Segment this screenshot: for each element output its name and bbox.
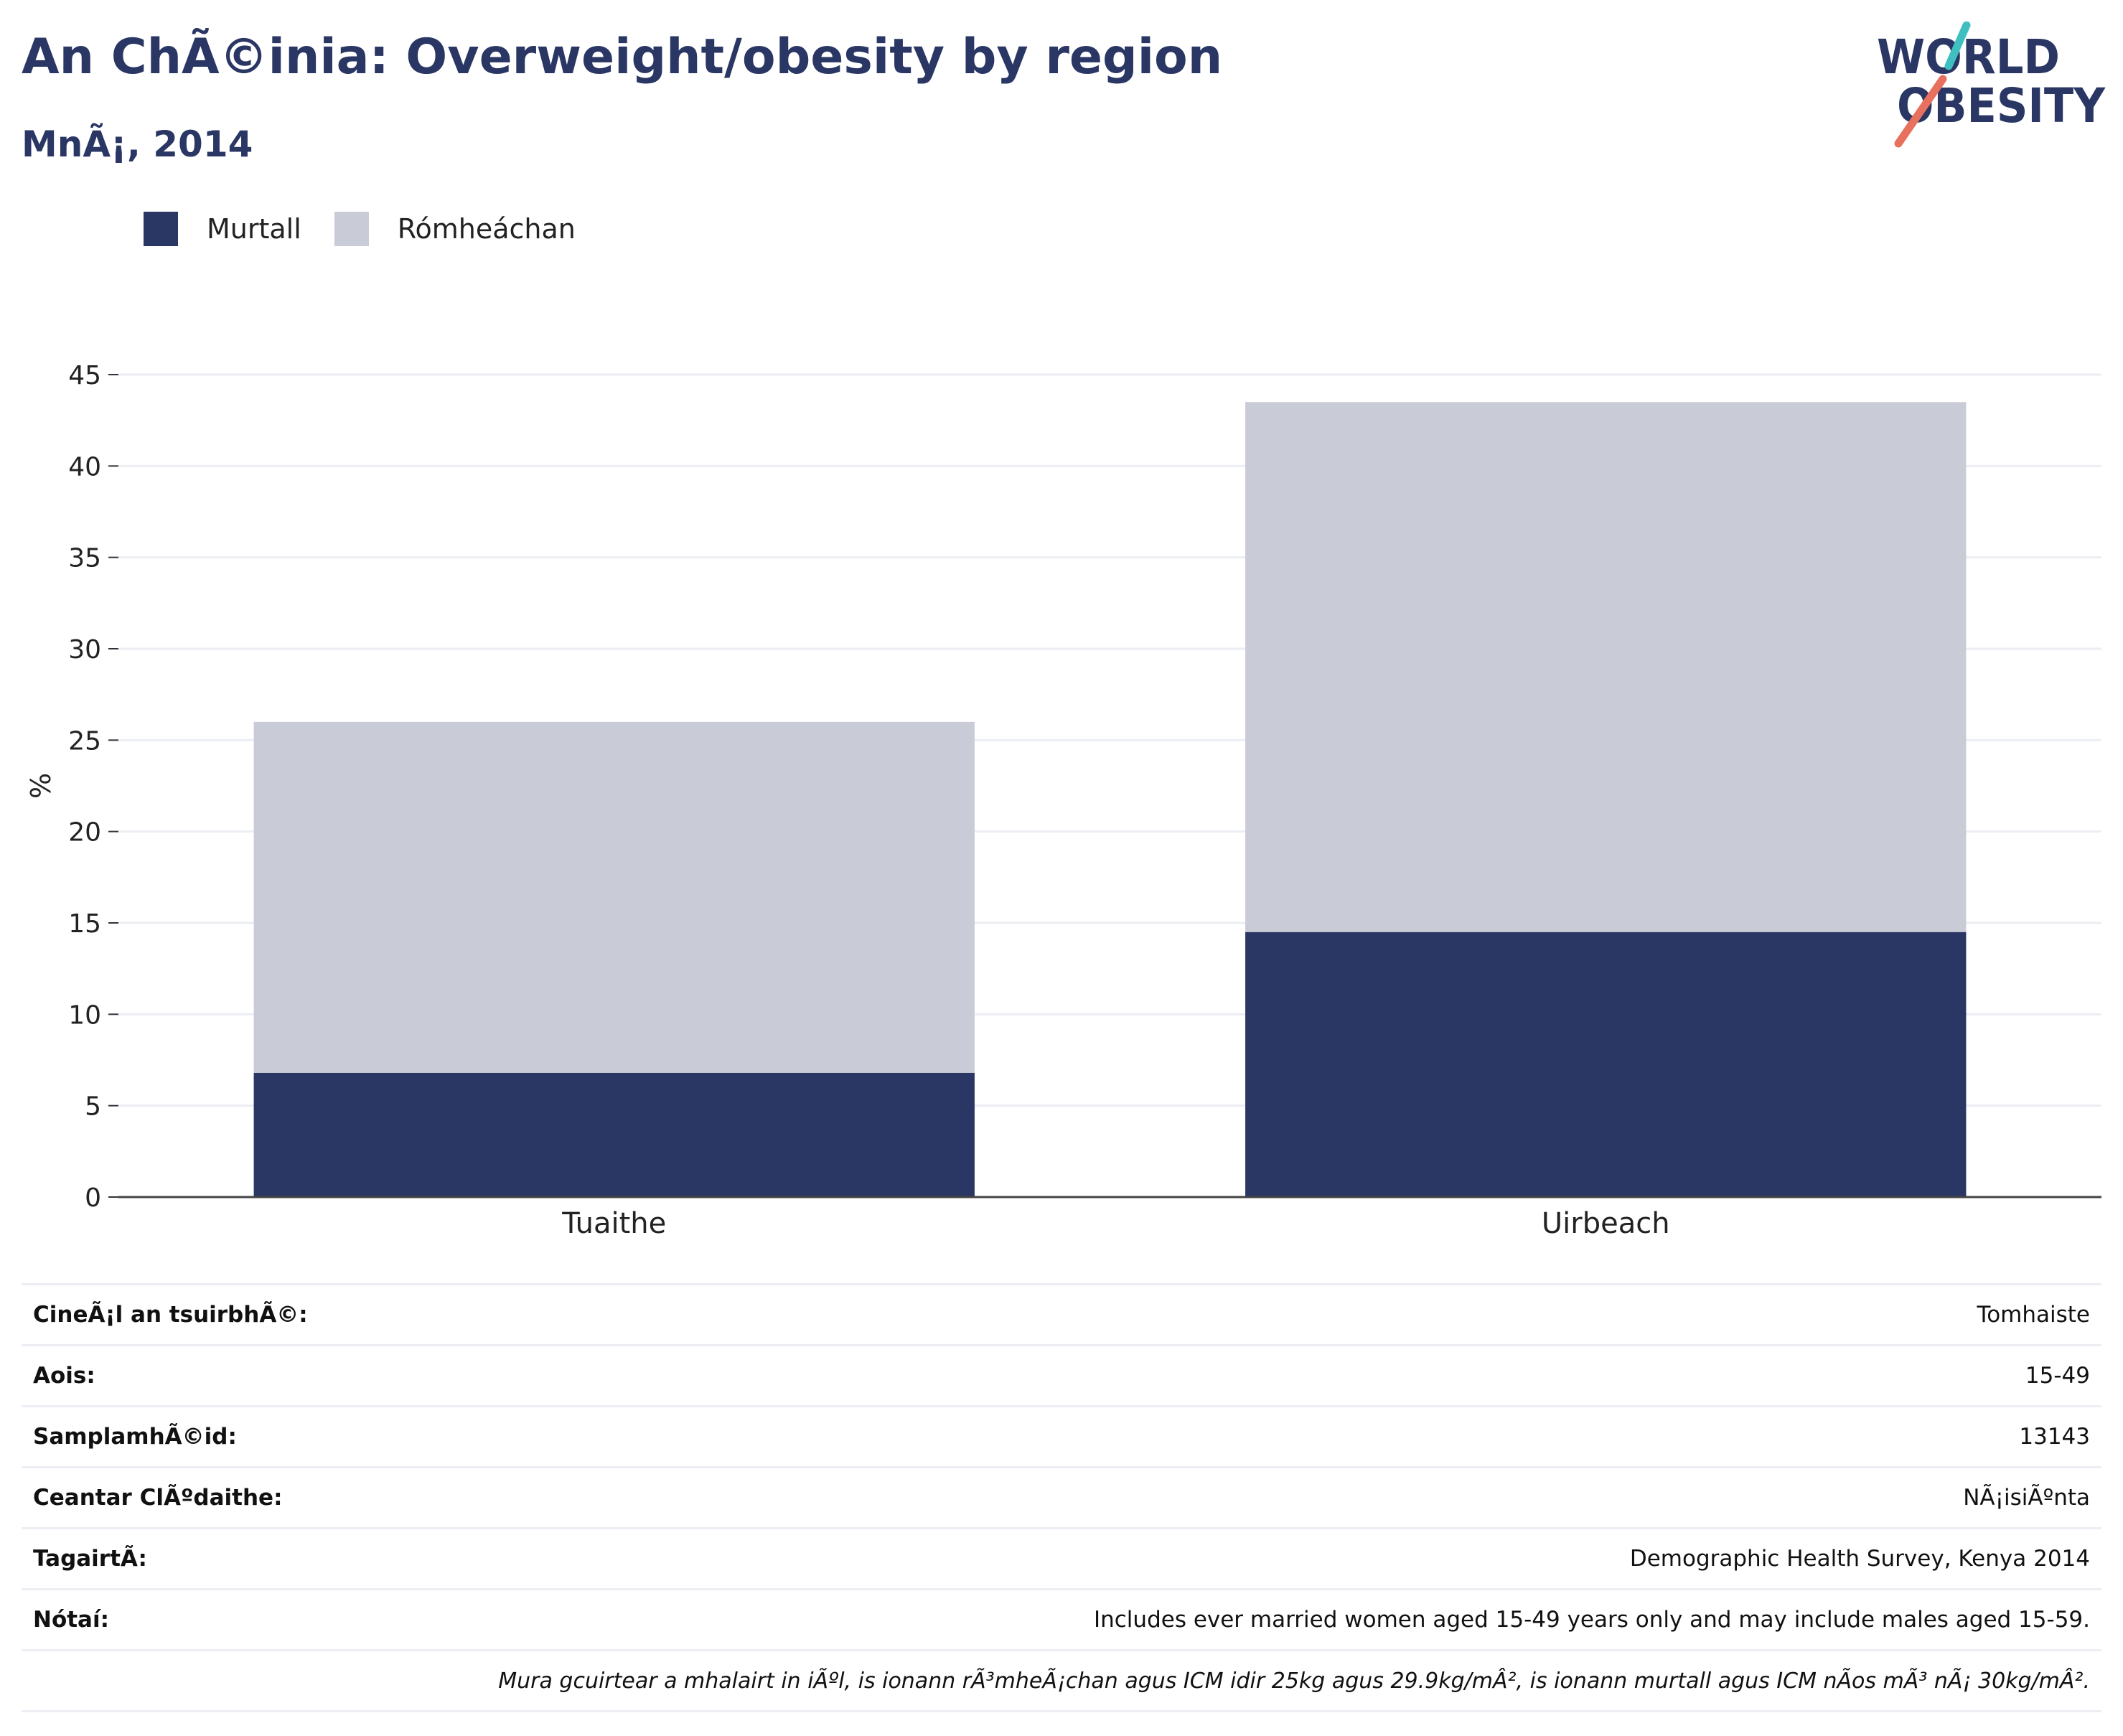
y-tick-label: 30 xyxy=(68,635,101,665)
y-tick-label: 0 xyxy=(85,1183,101,1213)
info-value: 13143 xyxy=(2019,1424,2090,1450)
legend-label-obese: Murtall xyxy=(207,213,301,245)
bar-segment-overweight xyxy=(1245,402,1967,932)
legend-swatch-overweight xyxy=(334,212,369,246)
y-tick-label: 15 xyxy=(68,909,101,939)
info-row-footnote: Mura gcuirtear a mhalairt in iÃºl, is io… xyxy=(22,1649,2101,1712)
info-label: SamplamhÃ©id: xyxy=(33,1424,237,1450)
logo-slash-bottom xyxy=(1894,75,1947,148)
chart-title: An ChÃ©inia: Overweight/obesity by regio… xyxy=(22,29,1223,85)
legend-item-overweight[interactable]: Rómheáchan xyxy=(334,212,576,246)
y-tick-label: 35 xyxy=(68,544,101,573)
y-tick-label: 10 xyxy=(68,1000,101,1030)
info-value: Demographic Health Survey, Kenya 2014 xyxy=(1629,1546,2090,1572)
y-tick-label: 40 xyxy=(68,452,101,482)
logo-line-obesity: OBESITY xyxy=(1897,78,2106,133)
world-obesity-logo: WORLD OBESITY xyxy=(1877,22,2106,148)
info-label: Aois: xyxy=(33,1363,95,1389)
y-tick-label: 45 xyxy=(68,361,101,390)
survey-info-table: CineÃ¡l an tsuirbhÃ©: Tomhaiste Aois: 15… xyxy=(22,1283,2101,1712)
chart-subtitle: MnÃ¡, 2014 xyxy=(22,123,253,165)
info-row-reference: TagairtÃ: Demographic Health Survey, Ken… xyxy=(22,1527,2101,1588)
y-axis-label: % xyxy=(25,773,57,799)
info-row-area-covered: Ceantar ClÃºdaithe: NÃ¡isiÃºnta xyxy=(22,1466,2101,1527)
bar-segment-overweight xyxy=(253,721,975,1073)
logo-slash-top xyxy=(1944,22,1971,70)
info-label: CineÃ¡l an tsuirbhÃ©: xyxy=(33,1302,308,1328)
info-row-age: Aois: 15-49 xyxy=(22,1344,2101,1405)
x-tick-label: Uirbeach xyxy=(1542,1207,1670,1240)
stacked-bar-chart: 0 5 10 15 20 25 30 35 40 45% Tuaithe Uirbeach xyxy=(25,361,2101,1240)
y-tick-label: 25 xyxy=(68,726,101,756)
info-value: Tomhaiste xyxy=(1977,1302,2090,1328)
y-tick-label: 5 xyxy=(85,1092,101,1122)
legend-item-obese[interactable]: Murtall xyxy=(144,212,301,246)
x-tick-label: Tuaithe xyxy=(561,1207,666,1240)
chart-legend: Murtall Rómheáchan xyxy=(144,212,609,246)
info-value: Includes ever married women aged 15-49 y… xyxy=(1093,1607,2090,1633)
bar-segment-obese xyxy=(1245,932,1967,1197)
legend-label-overweight: Rómheáchan xyxy=(397,213,576,245)
footnote-text: Mura gcuirtear a mhalairt in iÃºl, is io… xyxy=(498,1668,2090,1694)
info-label: Nótaí: xyxy=(33,1607,110,1633)
info-value: 15-49 xyxy=(2025,1363,2090,1389)
y-tick-label: 20 xyxy=(68,818,101,848)
info-value: NÃ¡isiÃºnta xyxy=(1963,1485,2090,1511)
info-row-sample-size: SamplamhÃ©id: 13143 xyxy=(22,1405,2101,1466)
info-label: TagairtÃ: xyxy=(33,1546,147,1572)
bar-segment-obese xyxy=(253,1072,975,1197)
legend-swatch-obese xyxy=(144,212,178,246)
logo-line-world: WORLD xyxy=(1877,29,2060,85)
info-row-survey-type: CineÃ¡l an tsuirbhÃ©: Tomhaiste xyxy=(22,1283,2101,1344)
info-row-notes: Nótaí: Includes ever married women aged … xyxy=(22,1588,2101,1649)
info-label: Ceantar ClÃºdaithe: xyxy=(33,1485,283,1511)
